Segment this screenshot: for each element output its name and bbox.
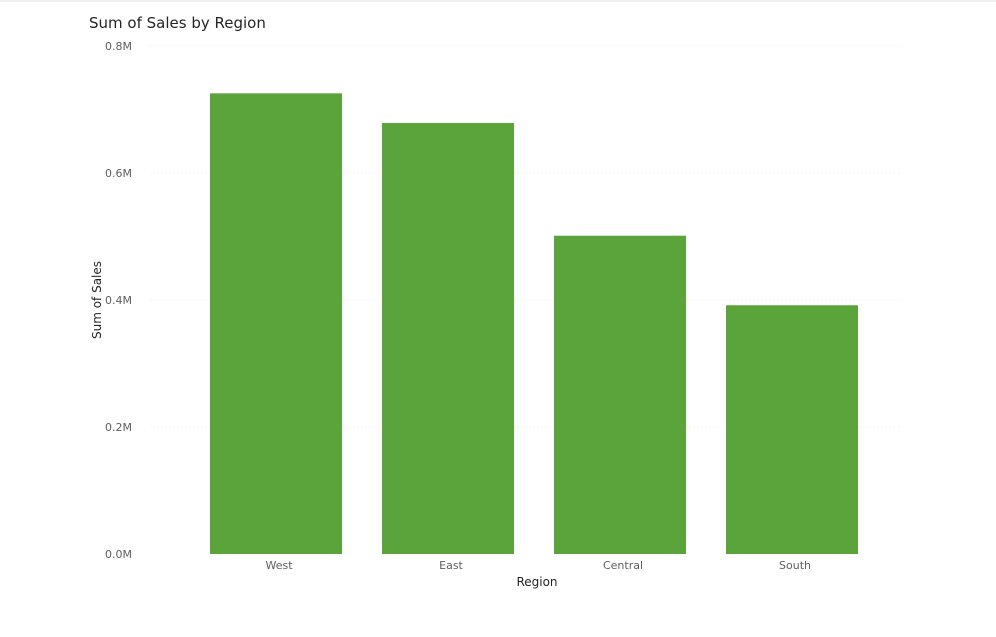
x-tick-label: West — [265, 559, 293, 572]
bars — [210, 93, 858, 554]
y-axis-ticks: 0.0M 0.2M 0.4M 0.6M 0.8M — [105, 40, 132, 561]
y-tick-label: 0.0M — [105, 548, 132, 561]
bar-east[interactable] — [382, 123, 514, 554]
x-tick-label: East — [439, 559, 463, 572]
y-tick-label: 0.4M — [105, 294, 132, 307]
bar-central[interactable] — [554, 236, 686, 554]
y-axis-title: Sum of Sales — [90, 261, 104, 339]
x-tick-label: South — [779, 559, 811, 572]
x-tick-label: Central — [603, 559, 643, 572]
x-axis-title: Region — [516, 575, 557, 589]
y-tick-label: 0.8M — [105, 40, 132, 53]
y-tick-label: 0.6M — [105, 167, 132, 180]
y-tick-label: 0.2M — [105, 421, 132, 434]
x-axis-ticks: West East Central South — [265, 559, 811, 572]
bar-west[interactable] — [210, 93, 342, 554]
bar-south[interactable] — [726, 305, 858, 554]
